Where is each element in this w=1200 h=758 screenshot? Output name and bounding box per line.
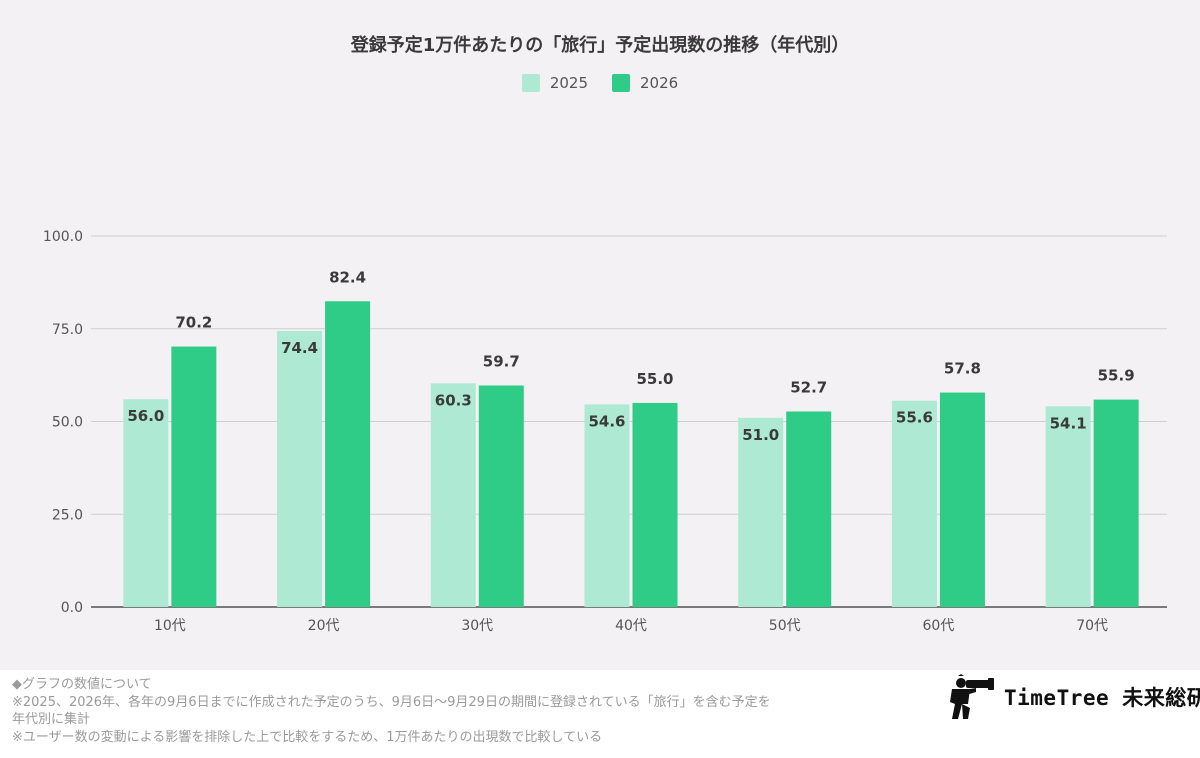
y-tick-label: 25.0 <box>52 507 83 523</box>
data-label: 52.7 <box>790 378 827 396</box>
x-tick-label: 50代 <box>769 618 801 634</box>
data-label: 54.6 <box>588 412 625 430</box>
data-label: 57.8 <box>944 360 981 378</box>
legend-item-2025: 2025 <box>521 74 588 92</box>
bar-plot: 0.0 25.0 50.0 75.0 100.0 56.0 70.2 10代 74.4 82.4 2… <box>43 229 1167 634</box>
x-tick-label: 20代 <box>308 618 340 634</box>
logo-text: TimeTree 未来総研 <box>1004 686 1200 710</box>
y-tick-label: 100.0 <box>43 229 83 245</box>
data-label: 56.0 <box>127 407 164 425</box>
data-label: 55.9 <box>1098 367 1135 385</box>
bar-2025 <box>738 417 784 607</box>
footer-notes: ◆グラフの数値について ※2025、2026年、各年の9月6日までに作成された予… <box>12 676 772 746</box>
legend-label-2026: 2026 <box>640 74 679 92</box>
legend-item-2026: 2026 <box>612 74 678 92</box>
data-label: 60.3 <box>435 391 472 409</box>
bar-2026 <box>478 385 524 607</box>
data-label: 82.4 <box>329 268 366 286</box>
x-tick-label: 40代 <box>615 618 647 634</box>
data-label: 54.1 <box>1050 414 1087 432</box>
note-line: ※ユーザー数の変動による影響を排除した上で比較をするため、1万件あたりの出現数で… <box>12 729 603 745</box>
chart-title: 登録予定1万件あたりの「旅行」予定出現数の推移（年代別） <box>350 35 850 56</box>
chart-area: 登録予定1万件あたりの「旅行」予定出現数の推移（年代別） 2025 2026 0… <box>0 35 1200 634</box>
x-tick-label: 30代 <box>461 618 493 634</box>
data-label: 55.6 <box>896 409 933 427</box>
timetree-logo: TimeTree 未来総研 <box>944 674 1200 720</box>
bar-2026 <box>632 402 678 607</box>
bar-2026 <box>1093 399 1139 607</box>
bar-2025 <box>1045 406 1091 607</box>
y-tick-label: 50.0 <box>52 415 83 431</box>
legend-label-2025: 2025 <box>549 74 588 92</box>
data-label: 59.7 <box>483 353 520 371</box>
x-tick-label: 10代 <box>154 618 186 634</box>
x-tick-label: 70代 <box>1076 618 1108 634</box>
bar-2025 <box>277 330 323 607</box>
data-label: 74.4 <box>281 339 318 357</box>
bar-2026 <box>939 392 985 607</box>
legend-swatch-2026 <box>612 74 630 92</box>
bar-2025 <box>430 383 476 607</box>
x-tick-label: 60代 <box>923 618 955 634</box>
y-tick-label: 0.0 <box>61 600 83 616</box>
data-label: 70.2 <box>175 314 212 332</box>
note-heading: ◆グラフの数値について <box>12 677 152 692</box>
bar-2025 <box>123 399 169 607</box>
photographer-silhouette-icon <box>950 674 994 719</box>
bar-2025 <box>584 404 630 607</box>
note-line: ※2025、2026年、各年の9月6日までに作成された予定のうち、9月6日〜9月… <box>12 694 771 728</box>
legend-swatch-2025 <box>521 74 540 92</box>
bar-2026 <box>171 346 217 607</box>
chart-legend: 2025 2026 <box>0 74 1200 92</box>
bar-2026 <box>325 301 371 607</box>
footer: ◆グラフの数値について ※2025、2026年、各年の9月6日までに作成された予… <box>0 670 1200 758</box>
data-label: 51.0 <box>742 426 779 444</box>
bar-2026 <box>786 411 832 607</box>
data-label: 55.0 <box>636 370 673 388</box>
bar-2025 <box>891 400 937 607</box>
y-tick-label: 75.0 <box>52 322 83 338</box>
